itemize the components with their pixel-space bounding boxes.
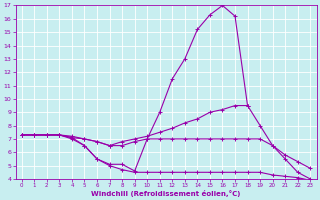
X-axis label: Windchill (Refroidissement éolien,°C): Windchill (Refroidissement éolien,°C) <box>91 190 241 197</box>
